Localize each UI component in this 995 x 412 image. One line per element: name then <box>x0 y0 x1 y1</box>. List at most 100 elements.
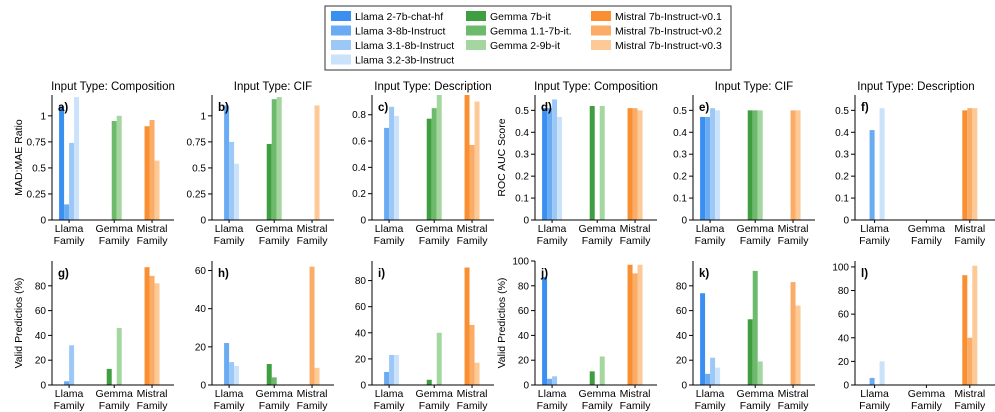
y-tick-label: 0.3 <box>673 150 687 161</box>
bar <box>967 108 973 220</box>
x-tick-label: Family <box>582 400 614 412</box>
y-tick-label: 0.3 <box>835 150 849 161</box>
x-tick-label: Family <box>419 235 451 247</box>
bar <box>790 282 796 385</box>
x-tick-label: Gemma <box>256 223 294 235</box>
bar <box>869 130 875 220</box>
legend-label: Gemma 2-9b-it <box>490 40 560 52</box>
bar <box>144 126 150 220</box>
panel-title: Input Type: CIF <box>234 81 312 93</box>
y-tick-label: 40 <box>676 331 688 342</box>
x-tick-label: Family <box>99 235 131 247</box>
panel-f: Input Type: Description 0 0.1 0.2 0.3 0.4 0.5 L… <box>835 81 995 247</box>
panel-title: Input Type: Description <box>374 81 491 93</box>
y-tick-label: 80 <box>35 281 47 292</box>
panel-k: 020406080LlamaFamilyGemmaFamilyMistralFa… <box>676 261 815 412</box>
x-tick-label: Family <box>620 235 652 247</box>
bar <box>271 99 277 220</box>
panel-i: 020406080LlamaFamilyGemmaFamilyMistralFa… <box>355 261 494 412</box>
bar <box>464 267 470 385</box>
y-tick-label: 100 <box>512 257 529 268</box>
y-tick-label: 0.1 <box>835 194 849 205</box>
panel-e: Input Type: CIF00.10.20.30.40.5LlamaFami… <box>673 81 815 247</box>
bar <box>637 110 643 220</box>
y-tick-label: 0.5 <box>515 106 529 117</box>
x-tick-label: Family <box>374 235 406 247</box>
y-tick-label: 0 <box>681 381 687 392</box>
bar <box>790 110 796 220</box>
bar <box>547 378 553 385</box>
panel-title: Input Type: Description <box>857 81 974 93</box>
y-axis-label: Valid Predictios (%) <box>496 278 508 369</box>
x-tick-label: Mistral <box>620 223 651 235</box>
y-tick-label: 20 <box>518 356 530 367</box>
x-tick-label: Llama <box>860 388 889 400</box>
bar <box>542 277 548 385</box>
y-tick-label: 0.2 <box>835 172 849 183</box>
x-tick-label: Family <box>54 400 86 412</box>
y-tick-label: 0 <box>843 381 849 392</box>
panel-b: Input Type: CIF00.250.50.751LlamaFamilyG… <box>187 81 334 247</box>
bar <box>314 105 320 220</box>
y-tick-label: 80 <box>518 281 530 292</box>
bar <box>224 343 230 385</box>
x-tick-label: Family <box>419 400 451 412</box>
bar <box>384 127 390 220</box>
y-tick-label: 0 <box>40 381 46 392</box>
y-tick-label: 0 <box>360 381 366 392</box>
y-tick-label: 40 <box>35 331 47 342</box>
y-tick-label: 0.25 <box>27 189 47 200</box>
x-tick-label: Family <box>582 235 614 247</box>
y-tick-label: 60 <box>355 302 367 313</box>
x-tick-label: Llama <box>55 388 84 400</box>
bar <box>589 371 595 385</box>
bar <box>715 367 721 385</box>
bar <box>384 371 390 385</box>
y-tick-label: 20 <box>35 356 47 367</box>
y-tick-label: 0 <box>200 216 206 227</box>
bar <box>700 293 706 385</box>
bar <box>962 110 968 220</box>
x-tick-label: Mistral <box>954 223 985 235</box>
bar <box>710 108 716 220</box>
y-tick-label: 60 <box>35 306 47 317</box>
x-tick-label: Mistral <box>457 388 488 400</box>
y-tick-label: 0.8 <box>352 110 366 121</box>
x-tick-label: Llama <box>860 223 889 235</box>
x-tick-label: Mistral <box>297 388 328 400</box>
bar <box>111 121 117 220</box>
bar <box>394 354 400 385</box>
panel-d: Input Type: Composition ROC AUC Score 0 0.1… <box>496 81 658 247</box>
x-tick-label: Family <box>954 400 986 412</box>
panel-letter: f) <box>861 102 869 114</box>
bar <box>234 365 240 385</box>
y-tick-label: 60 <box>676 306 688 317</box>
legend-label: Gemma 7b-it <box>490 11 551 23</box>
bar <box>116 327 122 385</box>
legend: Llama 2-7b-chat-hf Llama 3-8b-Instruct Lla… <box>324 5 732 71</box>
bar <box>394 116 400 220</box>
x-tick-label: Llama <box>215 388 244 400</box>
bar <box>69 142 75 220</box>
panel-letter: e) <box>699 102 709 114</box>
bar <box>747 319 753 385</box>
x-tick-label: Family <box>259 400 291 412</box>
bar <box>229 362 235 385</box>
x-tick-label: Family <box>620 400 652 412</box>
y-tick-label: 0.4 <box>673 128 687 139</box>
bar <box>266 143 272 220</box>
bar <box>64 381 70 385</box>
panel-letter: j) <box>540 268 548 280</box>
x-tick-label: Mistral <box>778 223 809 235</box>
bar <box>589 105 595 220</box>
y-tick-label: 0.3 <box>515 150 529 161</box>
y-tick-label: 0 <box>843 216 849 227</box>
x-tick-label: Llama <box>375 388 404 400</box>
x-tick-label: Gemma <box>416 388 454 400</box>
legend-label: Llama 3.2-3b-Instruct <box>355 55 454 67</box>
y-tick-label: 1 <box>200 111 206 122</box>
panel-title: Input Type: Composition <box>51 81 175 93</box>
bar <box>464 95 470 220</box>
bar <box>752 270 758 385</box>
y-tick-label: 40 <box>838 333 850 344</box>
